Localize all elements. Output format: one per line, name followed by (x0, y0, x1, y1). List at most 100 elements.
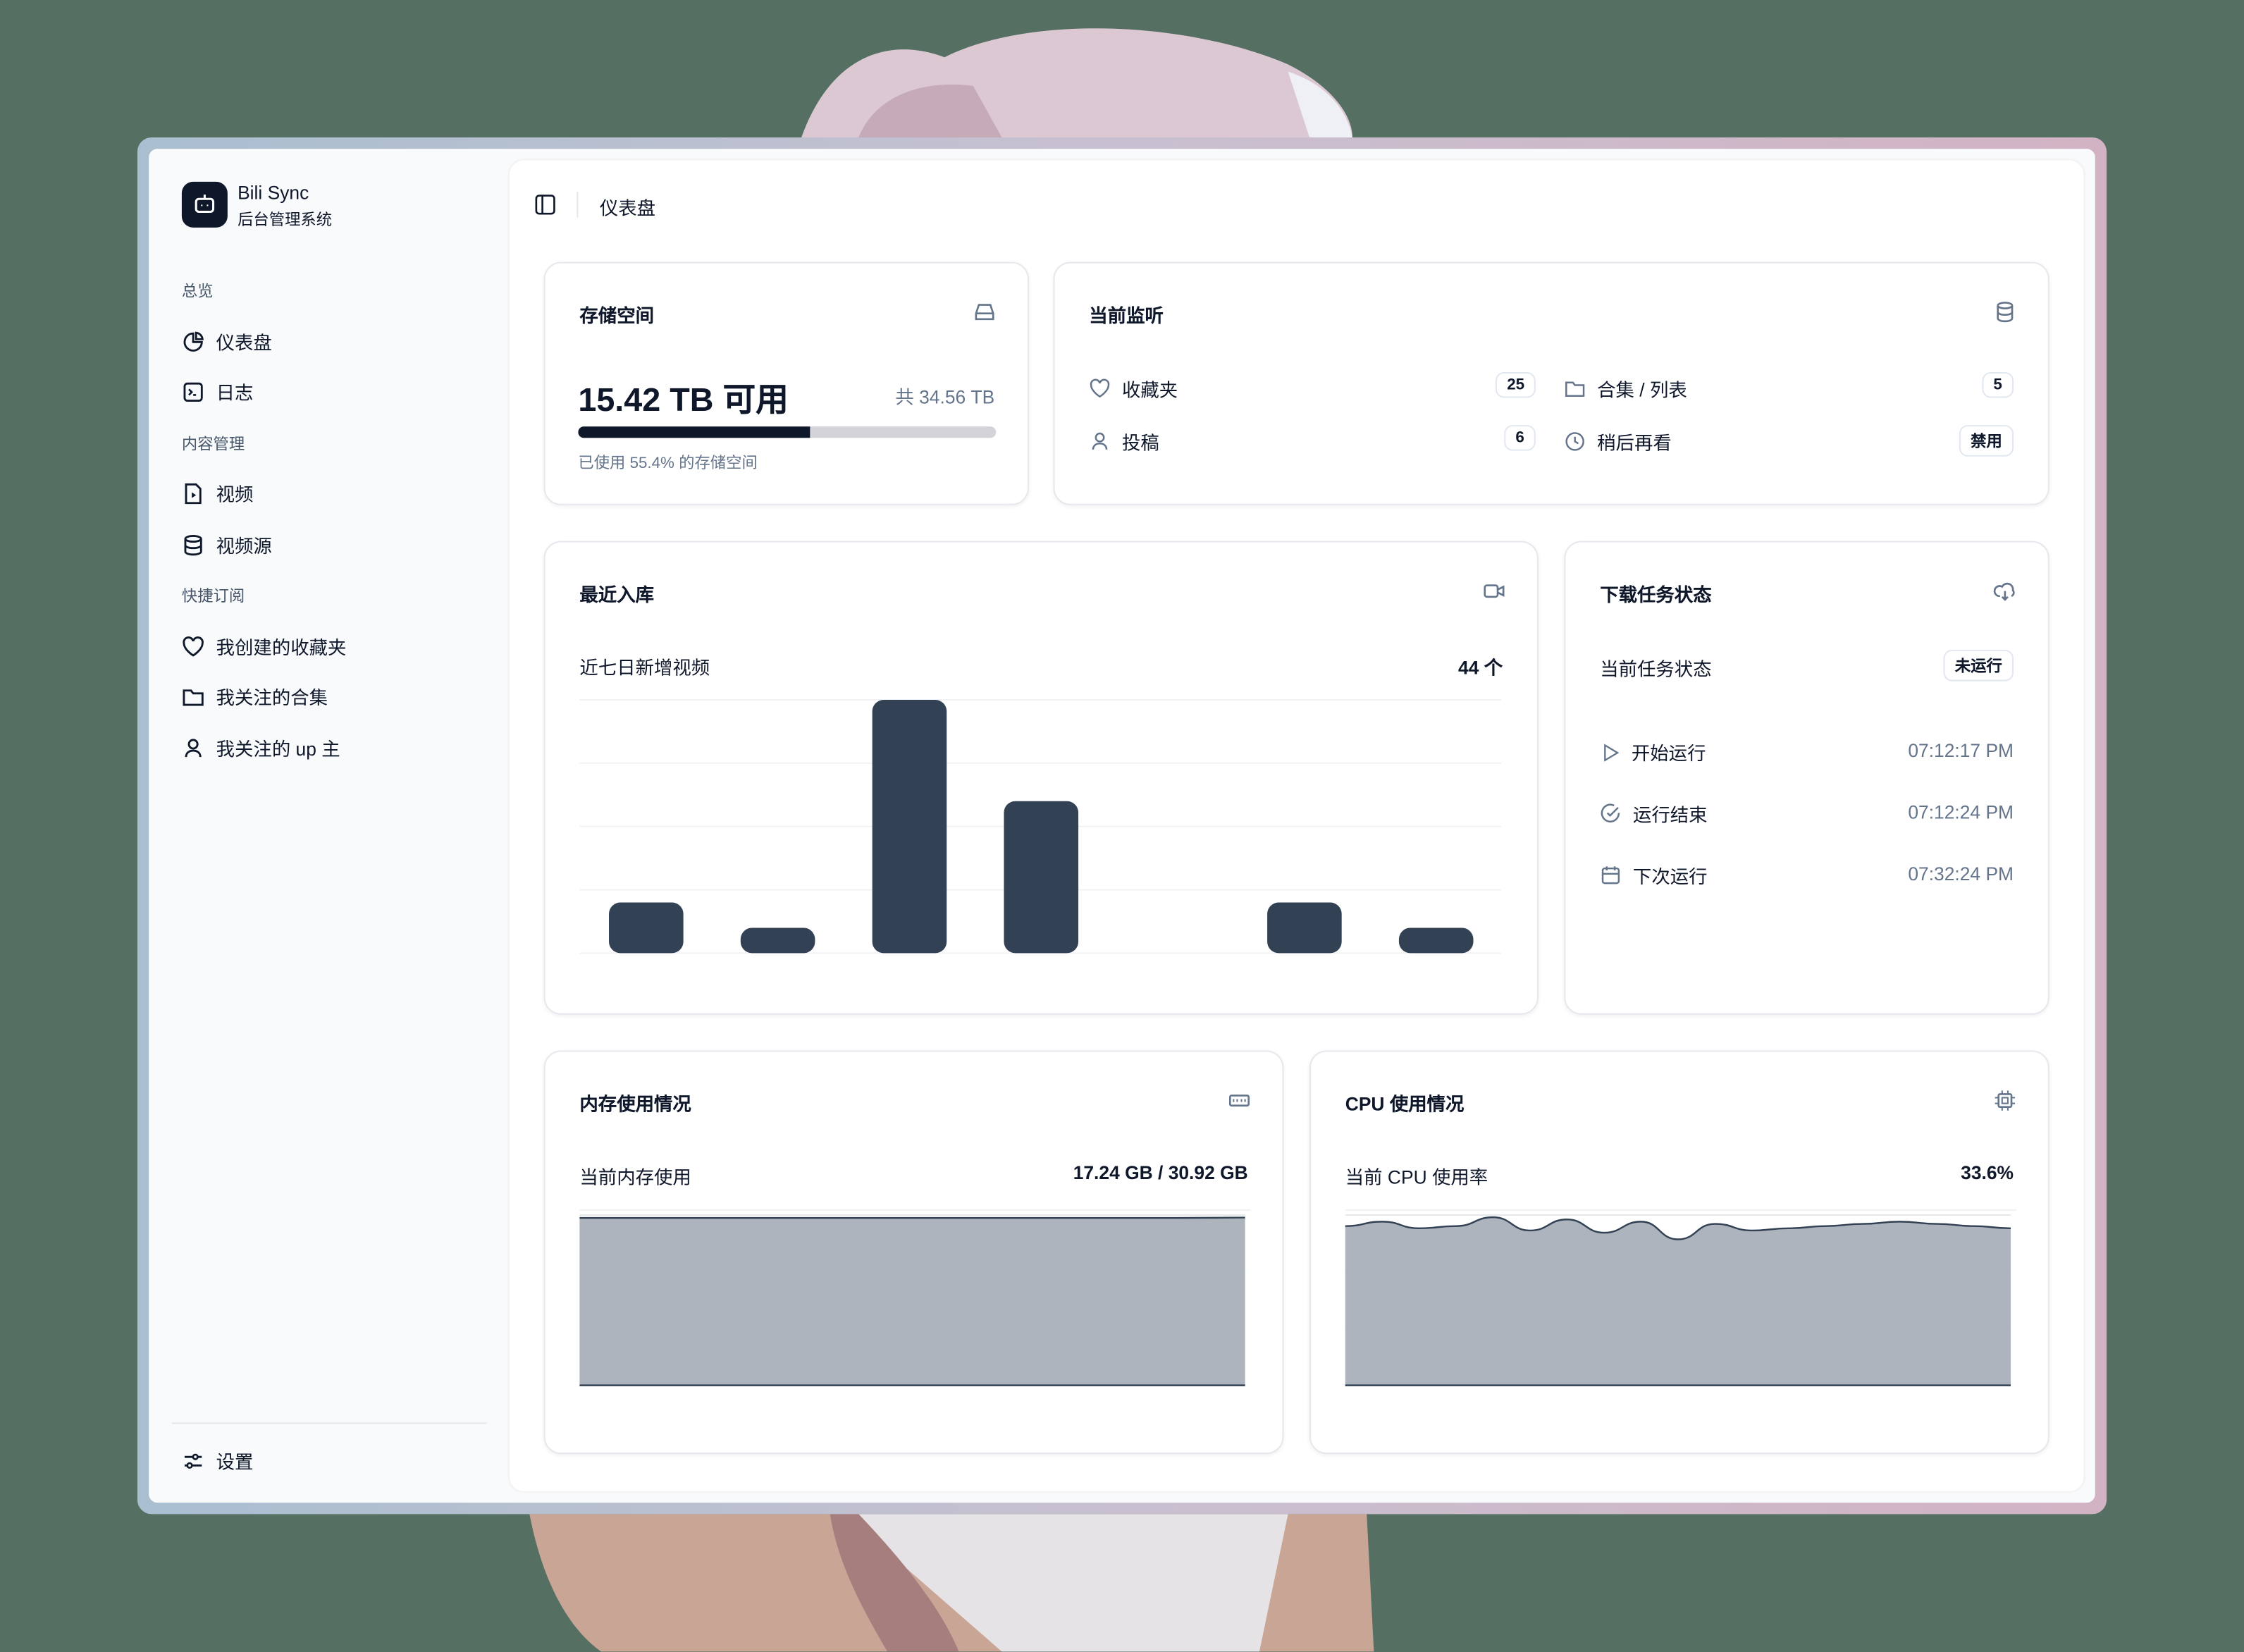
play-icon (1604, 743, 1620, 761)
sidebar-item-label: 日志 (216, 382, 254, 404)
storage-card: 存储空间 15.42 TB 可用 共 34.56 TB 已使用 55.4% 的存… (543, 261, 1030, 505)
sidebar-item-logs[interactable]: 日志 (182, 378, 254, 405)
app-subtitle: 后台管理系统 (238, 211, 333, 229)
header-divider (577, 192, 579, 218)
bot-icon (195, 195, 215, 214)
bar (609, 902, 684, 954)
check-circle-icon (1601, 803, 1620, 822)
sidebar-item-collections[interactable]: 我关注的合集 (182, 683, 328, 710)
monitor-collections[interactable]: 合集 / 列表 (1564, 375, 1687, 402)
recent-label: 近七日新增视频 (579, 657, 710, 679)
bar (872, 699, 947, 954)
divider (1345, 1209, 2017, 1211)
cloud-download-icon (1993, 582, 2015, 601)
divider (579, 1209, 1251, 1211)
sidebar-item-sources[interactable]: 视频源 (182, 531, 272, 558)
cpu-label: 当前 CPU 使用率 (1345, 1166, 1488, 1188)
card-title: 最近入库 (579, 584, 655, 605)
sidebar-item-label: 我创建的收藏夹 (216, 636, 347, 659)
card-title: 下载任务状态 (1600, 584, 1712, 605)
memory-value: 17.24 GB / 30.92 GB (1073, 1161, 1248, 1184)
recent-card: 最近入库 近七日新增视频 44 个 (543, 541, 1539, 1015)
storage-progress (578, 426, 997, 438)
sidebar-item-label: 设置 (216, 1451, 254, 1473)
sidebar-item-dashboard[interactable]: 仪表盘 (182, 328, 272, 355)
sidebar-item-favorites[interactable]: 我创建的收藏夹 (182, 633, 347, 660)
recent-bar-chart (579, 698, 1502, 954)
task-row-time: 07:32:24 PM (1908, 863, 2014, 884)
sidebar-item-label: 我关注的 up 主 (216, 738, 340, 760)
terminal-icon (183, 381, 203, 401)
cpu-value: 33.6% (1961, 1161, 2014, 1184)
memory-label: 当前内存使用 (579, 1166, 691, 1188)
heart-icon (1090, 378, 1110, 398)
monitor-favorites[interactable]: 收藏夹 (1089, 375, 1178, 402)
heart-icon (183, 636, 204, 656)
bar (1398, 927, 1474, 954)
section-overview: 总览 (181, 283, 214, 301)
storage-progress-fill (578, 426, 810, 438)
bar (1004, 801, 1079, 954)
app-logo[interactable] (181, 181, 228, 228)
monitor-submissions[interactable]: 投稿 (1089, 428, 1159, 455)
user-icon (1092, 432, 1108, 450)
video-icon (1484, 584, 1505, 598)
sidebar-item-videos[interactable]: 视频 (182, 479, 254, 507)
cpu-area-chart (1345, 1214, 2011, 1386)
task-status-label: 当前任务状态 (1600, 658, 1712, 680)
task-status-badge: 未运行 (1943, 649, 2014, 682)
task-row-time: 07:12:17 PM (1908, 739, 2014, 762)
monitor-watch-later[interactable]: 稍后再看 (1564, 428, 1672, 455)
sidebar-item-label: 视频源 (216, 535, 272, 557)
cpu-card: CPU 使用情况 当前 CPU 使用率 33.6% (1309, 1050, 2049, 1455)
task-next-row: 下次运行 (1600, 861, 1708, 889)
card-title: 内存使用情况 (579, 1093, 691, 1115)
memory-card: 内存使用情况 当前内存使用 17.24 GB / 30.92 GB (543, 1050, 1284, 1455)
area-fill (1345, 1217, 2011, 1386)
storage-available: 15.42 TB 可用 (578, 381, 789, 418)
sidebar-divider (171, 1422, 487, 1424)
sidebar-item-uploaders[interactable]: 我关注的 up 主 (182, 734, 340, 762)
sidebar-item-label: 视频 (216, 483, 254, 505)
settings-sliders-icon (184, 1453, 202, 1468)
monitor-count: 5 (1982, 371, 2014, 398)
sidebar-toggle-icon[interactable] (535, 195, 555, 215)
monitor-label: 投稿 (1121, 432, 1159, 454)
storage-total: 共 34.56 TB (895, 386, 995, 408)
task-row-time: 07:12:24 PM (1908, 801, 2014, 823)
task-row-label: 运行结束 (1632, 804, 1708, 826)
bar (1267, 902, 1342, 954)
database-icon (1997, 302, 2014, 323)
memory-stick-icon (1228, 1095, 1250, 1107)
download-card: 下载任务状态 当前任务状态 未运行 开始运行 07:12:17 PM 运行结束 … (1564, 541, 2049, 1015)
cpu-icon (1995, 1090, 2016, 1111)
sidebar-item-label: 仪表盘 (216, 332, 272, 354)
recent-count: 44 个 (1458, 657, 1503, 679)
card-title: 存储空间 (579, 304, 655, 326)
clock-icon (1565, 432, 1584, 451)
hard-drive-icon (975, 304, 994, 321)
area-line (579, 1216, 1245, 1219)
monitor-count: 25 (1495, 371, 1536, 398)
app-name: Bili Sync (238, 181, 309, 204)
monitor-card: 当前监听 收藏夹 25 合集 / 列表 5 投稿 6 稍后再看 禁用 (1053, 261, 2049, 505)
sidebar-item-settings[interactable]: 设置 (182, 1447, 254, 1474)
pie-chart-icon (183, 331, 204, 351)
folder-icon (1565, 381, 1585, 397)
area-line (1345, 1216, 2011, 1240)
sidebar-item-label: 我关注的合集 (216, 686, 328, 709)
folder-icon (183, 689, 204, 705)
section-subscriptions: 快捷订阅 (181, 588, 245, 605)
monitor-label: 合集 / 列表 (1597, 379, 1687, 401)
memory-area-chart (579, 1214, 1245, 1386)
calendar-icon (1601, 866, 1620, 884)
task-row-label: 下次运行 (1632, 865, 1708, 887)
section-content: 内容管理 (181, 436, 245, 454)
monitor-label: 收藏夹 (1121, 379, 1178, 401)
area-fill (579, 1217, 1245, 1386)
storage-used-text: 已使用 55.4% 的存储空间 (578, 455, 758, 473)
database-icon (184, 534, 202, 555)
breadcrumb: 仪表盘 (599, 197, 656, 219)
monitor-status: 禁用 (1959, 425, 2014, 457)
